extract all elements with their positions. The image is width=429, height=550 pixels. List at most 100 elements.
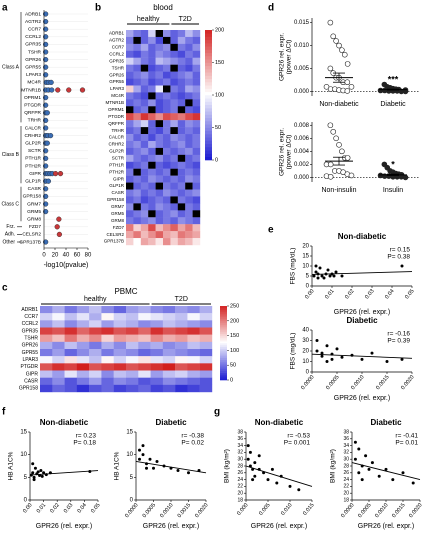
heat-cell <box>170 113 178 121</box>
heat-cell <box>187 327 200 335</box>
heat-cell <box>175 384 188 393</box>
heat-cell <box>185 154 193 162</box>
heat-cell <box>126 113 134 121</box>
heat-cell <box>199 306 213 314</box>
heat-cell <box>170 134 178 142</box>
row-label: GPR55 <box>22 350 39 356</box>
heat-cell <box>52 356 65 364</box>
heat-cell <box>126 140 134 149</box>
point <box>335 347 339 351</box>
heat-cell <box>133 154 141 162</box>
y-tick-label: 15 <box>20 430 27 436</box>
heat-cell <box>163 43 171 52</box>
heat-cell <box>40 320 53 328</box>
row-label: ADRB1 <box>109 31 125 36</box>
colorbar-step <box>220 328 227 331</box>
colorbar-step <box>205 147 212 151</box>
gene-label: GPR26 <box>25 57 41 63</box>
colorbar-step <box>205 62 212 67</box>
row-label: PTH2R <box>109 169 125 174</box>
point <box>315 349 319 353</box>
axis-label: GPR26 (rel. expr.) <box>334 395 390 402</box>
heat-cell <box>170 57 178 65</box>
colorbar-label: 100 <box>215 92 224 98</box>
x-tick-label: 0.04 <box>77 502 88 514</box>
heat-cell <box>113 370 127 378</box>
heat-cell <box>140 182 149 190</box>
heat-cell <box>155 78 164 86</box>
point <box>297 488 301 492</box>
heat-cell <box>133 127 141 135</box>
category-label: Diabetic <box>380 101 406 108</box>
gene-label: GLP1R <box>25 178 41 184</box>
heat-cell <box>155 217 164 225</box>
p-value: P= 0.38 <box>387 254 410 261</box>
y-tick-label: 34 <box>237 443 243 449</box>
heat-cell <box>148 154 156 162</box>
heat-cell <box>148 147 156 156</box>
y-tick-label: 10 <box>20 452 27 458</box>
point <box>251 478 255 482</box>
x-tick-label: 0.0005 <box>325 374 340 391</box>
heat-cell <box>126 92 134 100</box>
y-tick-label: 0 <box>24 498 28 504</box>
heat-cell <box>148 106 156 114</box>
heat-cell <box>126 231 134 239</box>
heat-cell <box>170 196 178 204</box>
heat-cell <box>133 231 141 239</box>
gene-label: GPR55 <box>25 64 41 70</box>
heat-cell <box>126 306 139 314</box>
dot <box>327 19 334 26</box>
row-label: GPR35 <box>109 58 124 63</box>
x-tick-label: 40 <box>63 253 70 259</box>
colorbar-step <box>205 124 212 128</box>
heat-cell <box>140 50 149 58</box>
heat-cell <box>175 334 188 343</box>
point <box>370 461 374 465</box>
y-tick-label: 10 <box>302 264 309 270</box>
p-value: P= 0.001 <box>284 440 311 447</box>
heat-cell <box>133 168 141 176</box>
point <box>314 270 318 274</box>
y-tick-label: 0.010 <box>294 43 310 49</box>
row-label: OPRM1 <box>108 107 125 112</box>
dot <box>341 51 348 58</box>
point <box>176 469 180 473</box>
heat-cell <box>163 120 171 128</box>
heat-cell <box>175 377 188 386</box>
heat-cell <box>192 50 201 58</box>
heat-cell <box>64 370 78 378</box>
heat-cell <box>126 175 134 183</box>
heat-cell <box>140 147 149 156</box>
heat-cell <box>101 349 114 357</box>
heat-cell <box>192 78 201 86</box>
x-tick-label: 0.0000 <box>124 502 139 519</box>
gene-label: CELSR2 <box>22 232 41 238</box>
point <box>325 360 329 363</box>
heat-cell <box>177 210 186 218</box>
colorbar-step <box>205 30 212 34</box>
heat-cell <box>40 327 53 335</box>
point <box>155 459 159 463</box>
heat-cell <box>199 384 213 393</box>
heat-cell <box>138 306 151 314</box>
heat-cell <box>148 217 156 225</box>
heat-cell <box>177 43 186 52</box>
colorbar-step <box>220 341 227 344</box>
heat-cell <box>64 313 78 321</box>
heat-cell <box>192 217 201 225</box>
colorbar-step <box>220 370 227 373</box>
y-tick-label: 20 <box>237 491 243 497</box>
heat-cell <box>148 231 156 239</box>
colorbar-label: 50 <box>215 125 221 131</box>
heat-cell <box>76 370 90 378</box>
colorbar-step <box>220 313 227 316</box>
heat-cell <box>126 210 134 218</box>
colorbar-step <box>205 134 212 138</box>
heat-cell <box>52 313 65 321</box>
y-tick-label: 0.006 <box>294 136 310 142</box>
heat-cell <box>155 196 164 204</box>
colorbar-step <box>220 378 227 381</box>
heat-cell <box>113 341 127 350</box>
